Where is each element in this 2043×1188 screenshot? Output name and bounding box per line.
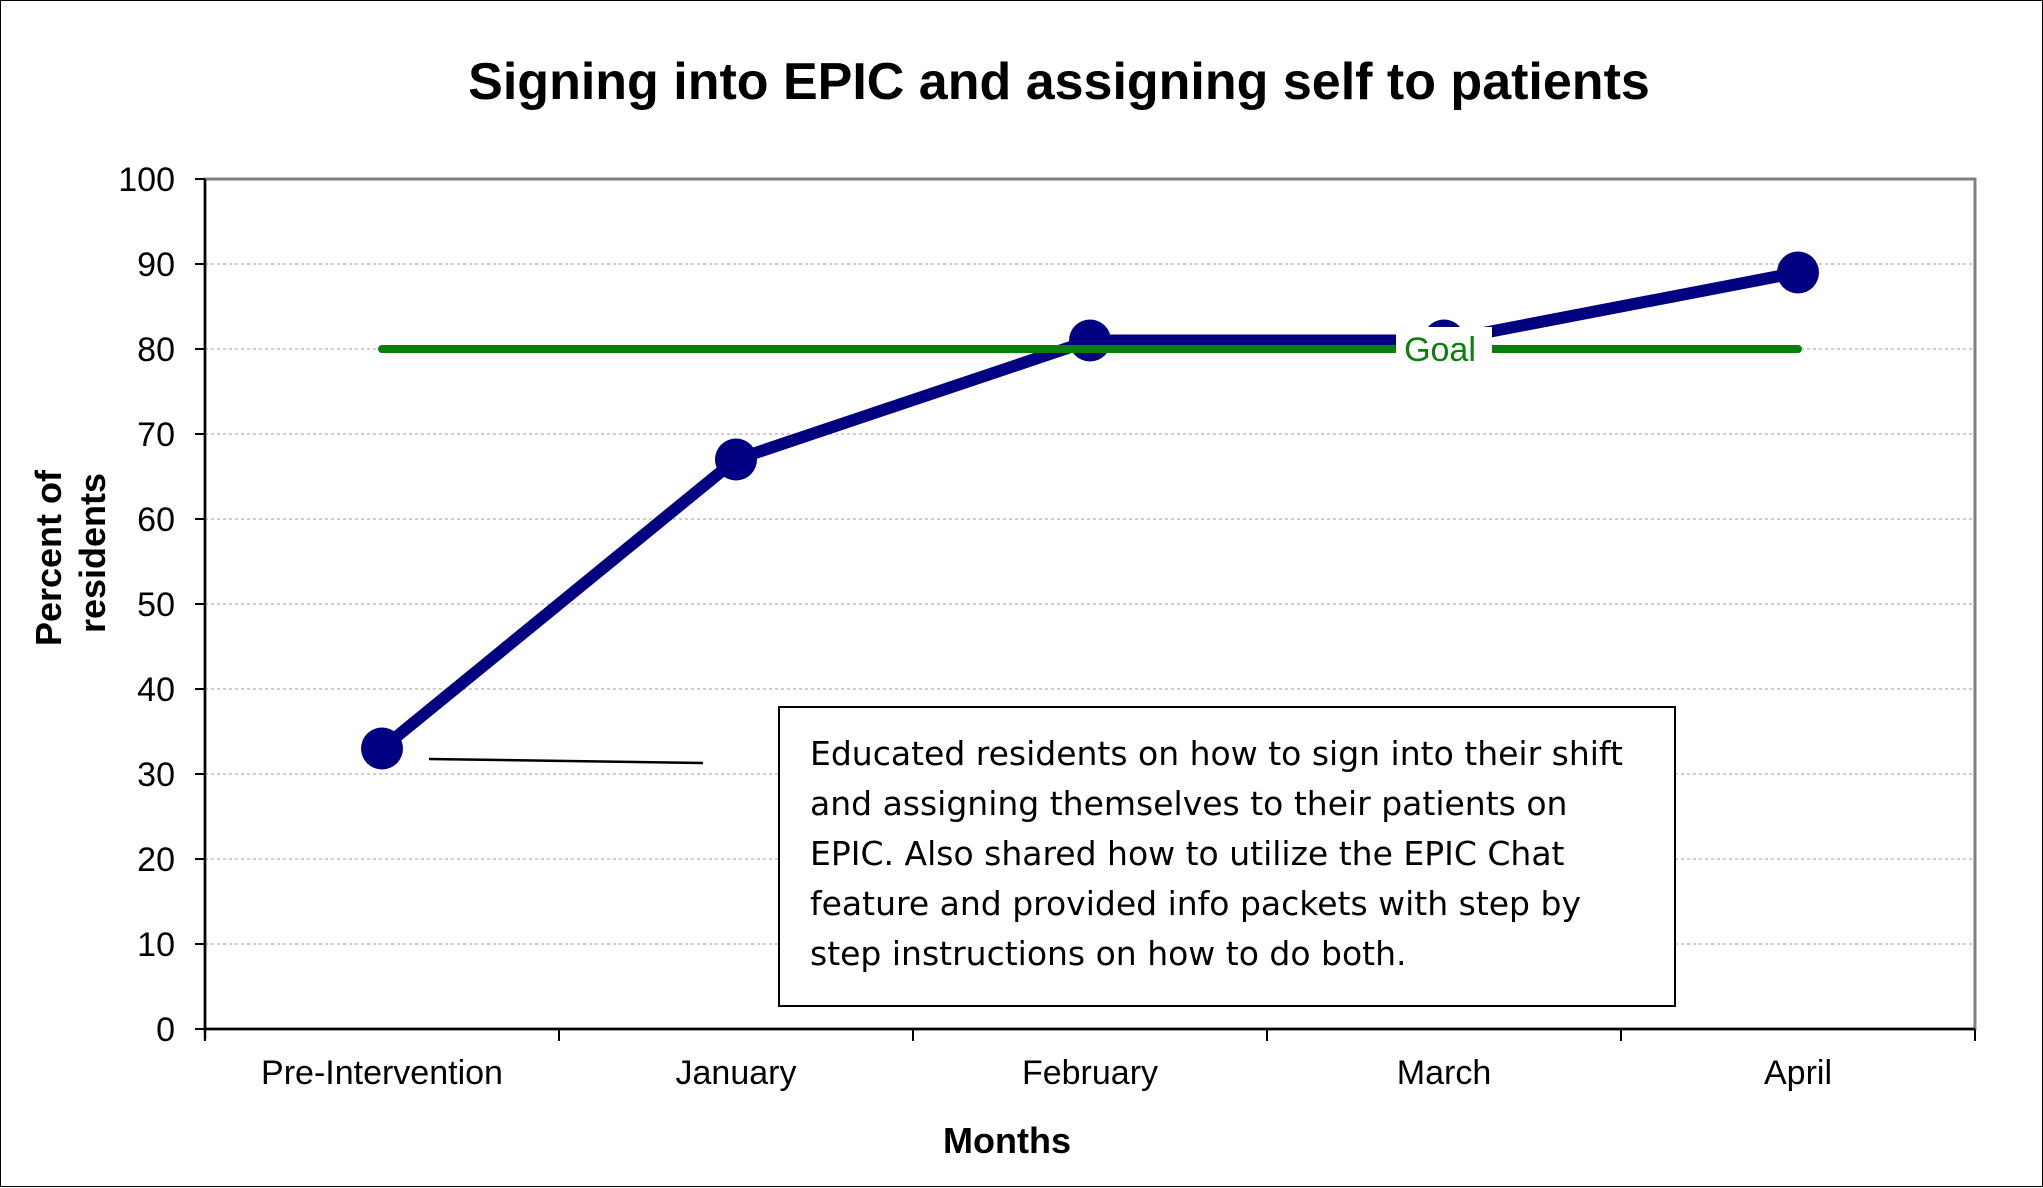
axes [195, 178, 1976, 1041]
goal-layer: Goal [378, 327, 1802, 371]
y-tick-label: 40 [137, 671, 175, 709]
y-tick-label: 70 [137, 416, 175, 454]
x-tick-label: March [1397, 1054, 1491, 1092]
y-tick-label: 60 [137, 501, 175, 539]
y-tick-label: 10 [137, 926, 175, 964]
data-point [361, 727, 403, 770]
x-tick-label: Pre-Intervention [261, 1054, 503, 1092]
data-point [1069, 319, 1111, 362]
y-axis-label-line: Percent of [28, 469, 69, 646]
annotation-text: Educated residents on how to sign into t… [810, 734, 1623, 973]
y-tick-labels: 0 10 20 30 40 50 60 70 80 90 100 [118, 161, 175, 1049]
y-axis-label: Percent of residents [28, 460, 113, 646]
x-tick-labels: Pre-Intervention January February March Apri… [261, 1054, 1832, 1092]
y-tick-label: 90 [137, 246, 175, 284]
x-tick-label: February [1022, 1054, 1158, 1092]
data-point [715, 438, 757, 481]
x-tick-label: April [1764, 1054, 1832, 1092]
y-tick-label: 20 [137, 841, 175, 879]
goal-label-background [1396, 327, 1492, 371]
y-tick-label: 0 [156, 1011, 175, 1049]
goal-label: Goal [1404, 331, 1476, 369]
y-axis-label-line: residents [72, 473, 113, 633]
data-point [1777, 251, 1819, 294]
chart-title: Signing into EPIC and assigning self to … [468, 53, 1650, 111]
annotation-leader-line [428, 757, 704, 765]
y-tick-label: 80 [137, 331, 175, 369]
annotation-box: Educated residents on how to sign into t… [778, 706, 1676, 1007]
y-tick-label: 30 [137, 756, 175, 794]
x-axis-label: Months [943, 1120, 1071, 1161]
x-tick-label: January [676, 1054, 797, 1092]
y-tick-label: 50 [137, 586, 175, 624]
y-tick-label: 100 [118, 161, 175, 199]
